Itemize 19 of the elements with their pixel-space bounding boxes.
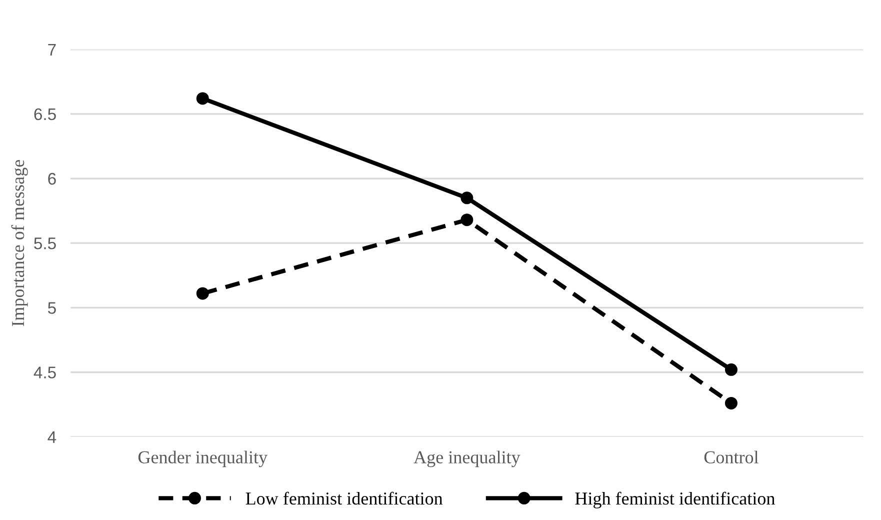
y-tick-label: 5.5 bbox=[34, 238, 56, 250]
y-tick-label: 4 bbox=[48, 431, 56, 443]
x-tick-label: Age inequality bbox=[414, 450, 520, 468]
x-tick-label: Control bbox=[704, 450, 758, 464]
point bbox=[196, 287, 209, 300]
y-tick-label: 4.5 bbox=[34, 366, 56, 378]
y-axis-title: Importance of message bbox=[11, 160, 28, 326]
point bbox=[196, 92, 209, 105]
point bbox=[724, 363, 738, 376]
point bbox=[460, 214, 474, 226]
x-tick-label: Gender inequality bbox=[138, 450, 268, 468]
legend-label: Low feminist identification bbox=[246, 492, 443, 505]
legend-label: High feminist identification bbox=[575, 492, 775, 508]
y-tick-label: 6 bbox=[48, 172, 56, 185]
point bbox=[460, 192, 474, 204]
y-tick-label: 6.5 bbox=[34, 108, 56, 120]
y-tick-label: 5 bbox=[48, 302, 56, 314]
point bbox=[724, 396, 738, 410]
y-tick-label: 7 bbox=[48, 44, 56, 56]
